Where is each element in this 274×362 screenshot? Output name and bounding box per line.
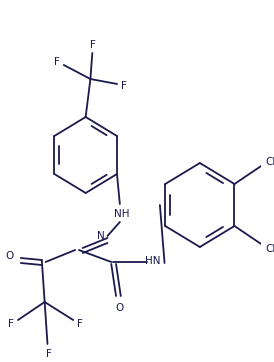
Text: F: F — [77, 319, 83, 329]
Text: HN: HN — [145, 256, 161, 266]
Text: F: F — [121, 81, 127, 91]
Text: F: F — [90, 40, 96, 50]
Text: N: N — [97, 231, 105, 241]
Text: F: F — [54, 57, 60, 67]
Text: F: F — [8, 319, 14, 329]
Text: O: O — [116, 303, 124, 313]
Text: Cl: Cl — [266, 157, 274, 167]
Text: NH: NH — [114, 209, 130, 219]
Text: Cl: Cl — [266, 244, 274, 254]
Text: F: F — [47, 349, 52, 359]
Text: O: O — [5, 251, 13, 261]
